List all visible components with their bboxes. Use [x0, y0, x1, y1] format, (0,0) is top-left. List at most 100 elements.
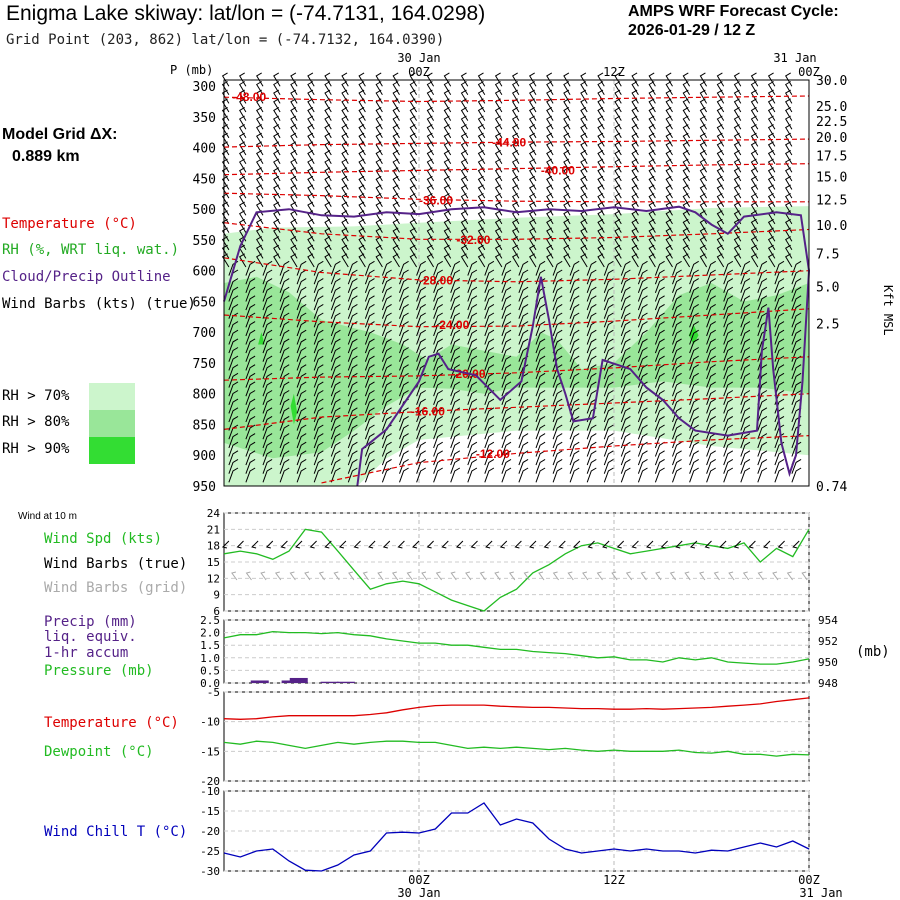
- forecast-cycle-label: AMPS WRF Forecast Cycle:: [628, 3, 839, 20]
- wind-barb: [682, 227, 691, 242]
- wind-barb: [460, 106, 469, 121]
- wind-barb: [347, 355, 358, 371]
- wind-barb-grid: [801, 571, 808, 581]
- wind-barb-true: [295, 540, 303, 549]
- wind-barb: [569, 398, 580, 414]
- wind-barb: [785, 253, 793, 268]
- wind-barb: [409, 72, 418, 87]
- wind-barb: [546, 175, 554, 190]
- wind-barb-grid: [684, 571, 691, 581]
- wind-barb: [689, 372, 699, 388]
- wind-barb: [381, 381, 392, 397]
- wind-barb: [443, 244, 452, 259]
- wind-barb: [273, 106, 281, 121]
- wind-barb: [341, 236, 349, 251]
- wind-barb: [399, 364, 409, 380]
- wind-barb: [239, 124, 247, 139]
- wind-barb: [620, 467, 631, 483]
- wind-barb: [279, 450, 290, 466]
- wind-barb: [535, 364, 546, 380]
- wind-barb: [672, 433, 682, 449]
- wind-barb: [416, 347, 426, 362]
- wind-barb: [364, 364, 375, 380]
- wind-barb: [750, 132, 759, 147]
- wind-barb: [239, 167, 247, 182]
- wind-barb: [313, 441, 324, 457]
- wind-barb: [358, 175, 366, 190]
- wind-barb: [716, 244, 725, 259]
- wind-barb: [262, 355, 273, 371]
- wind-barb: [228, 398, 239, 414]
- wind-barb: [477, 218, 486, 233]
- wind-barb: [603, 329, 614, 345]
- wind-barb: [750, 98, 759, 113]
- wind-barb: [399, 321, 409, 337]
- wind-barb: [535, 269, 546, 285]
- pressure-tick-label: 300: [193, 80, 216, 95]
- wind-barb: [699, 201, 708, 216]
- wind-barb: [239, 98, 247, 113]
- wind-barb: [279, 321, 290, 337]
- wind-barb: [699, 132, 708, 147]
- wind-barb: [296, 338, 307, 354]
- wind-barb: [290, 244, 298, 259]
- wind-barb: [631, 184, 639, 199]
- wind-barb: [494, 210, 503, 225]
- wind-barb: [273, 236, 281, 251]
- wind-barb: [290, 175, 298, 190]
- wind-barb: [706, 329, 716, 345]
- wind-barb: [637, 278, 648, 293]
- wind-barb: [477, 193, 486, 207]
- wind-barb: [392, 218, 400, 233]
- forecast-cycle: AMPS WRF Forecast Cycle: 2026-01-29 / 12…: [628, 2, 839, 40]
- wind-barb: [791, 295, 802, 311]
- wind-barb: [245, 355, 256, 371]
- wind-barb: [637, 286, 648, 302]
- wind-barb: [416, 338, 426, 354]
- wind-barb: [614, 141, 622, 156]
- wind-barb: [426, 141, 435, 156]
- wind-barb: [699, 193, 708, 207]
- wind-barb: [228, 415, 239, 431]
- wind-barb: [614, 167, 622, 182]
- wind-barb: [785, 218, 793, 233]
- wind-barb: [494, 124, 503, 139]
- wind-barb: [774, 295, 785, 311]
- wind-barb: [228, 295, 239, 311]
- wind-barb: [597, 72, 605, 87]
- wind-barb: [733, 141, 742, 156]
- bottom-time-label: 00Z: [408, 873, 430, 887]
- wind-barb: [665, 89, 673, 104]
- wind-barb: [341, 124, 349, 139]
- wind-barb: [631, 98, 639, 113]
- wind-barb: [375, 81, 383, 96]
- wind-barb: [529, 72, 537, 87]
- wind-barb: [347, 260, 358, 276]
- wind-barb: [620, 390, 631, 405]
- temperature-contour-label: -28.00: [419, 274, 453, 288]
- wind-barb: [324, 106, 332, 121]
- wind-barb: [501, 424, 512, 440]
- height-tick-label: 7.5: [816, 247, 839, 262]
- wind-barb: [785, 89, 793, 104]
- wind-barb: [620, 347, 631, 362]
- wind-barb: [512, 106, 520, 121]
- wind-barb: [637, 321, 648, 337]
- wind-barb: [535, 372, 546, 388]
- wind-barb: [484, 329, 495, 345]
- wind-barb: [723, 260, 734, 276]
- wind-barb: [733, 201, 742, 216]
- wind-barb: [501, 260, 512, 276]
- wind-barb: [221, 158, 230, 173]
- wind-barb: [347, 329, 358, 345]
- wind-barb: [672, 381, 682, 397]
- wind-barb: [648, 149, 656, 164]
- wind-barb: [706, 269, 716, 285]
- wind-barb: [381, 450, 392, 466]
- wind-barb: [245, 381, 256, 397]
- wind-barb: [529, 184, 537, 199]
- wind-barb: [313, 347, 324, 362]
- wind-barb: [228, 329, 239, 345]
- wind-barb: [569, 458, 580, 474]
- wind-barb: [239, 175, 247, 190]
